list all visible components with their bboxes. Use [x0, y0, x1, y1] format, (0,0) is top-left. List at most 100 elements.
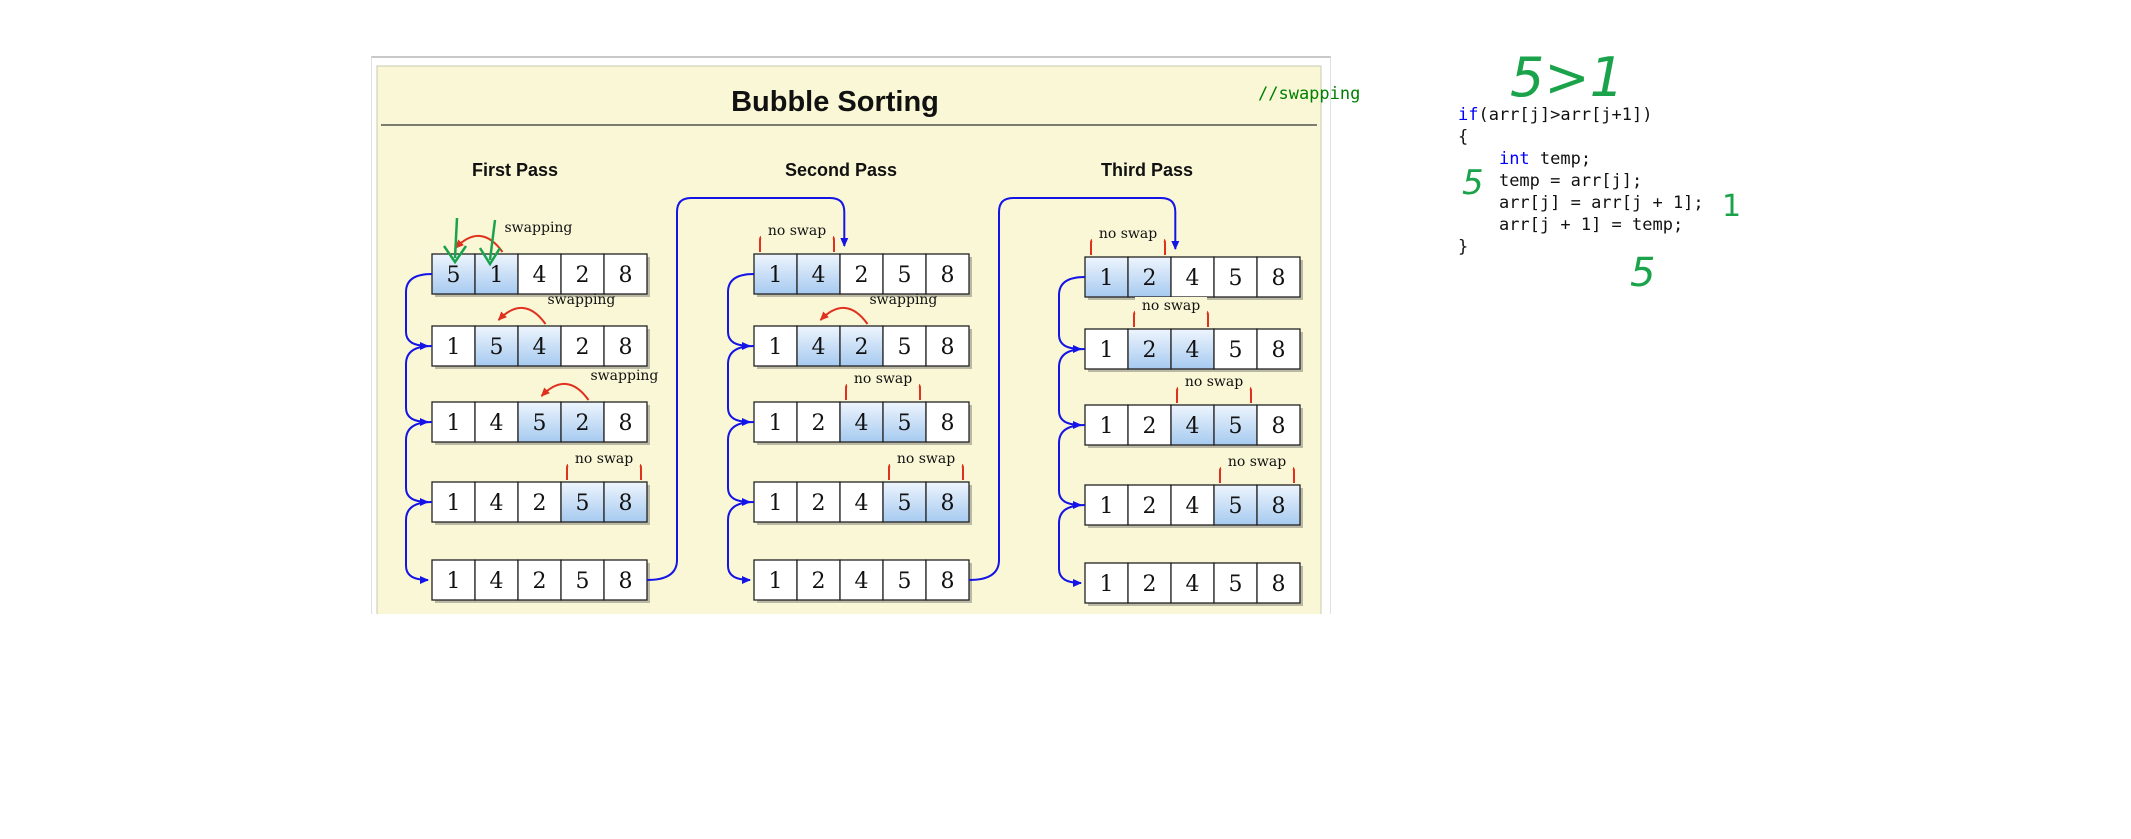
cell-value: 5 — [490, 335, 504, 360]
cell-value: 1 — [1100, 572, 1114, 597]
cell-value: 4 — [533, 263, 547, 288]
code-text: { — [1458, 127, 1468, 147]
cell-value: 1 — [447, 411, 461, 436]
cell-value: 8 — [619, 569, 633, 594]
pass-label: Third Pass — [1101, 160, 1193, 180]
cell-value: 1 — [447, 569, 461, 594]
cell-value: 2 — [576, 335, 590, 360]
cell-value: 4 — [855, 491, 869, 516]
cell-value: 4 — [812, 335, 826, 360]
code-line: { — [1458, 126, 1704, 148]
cell-value: 8 — [1272, 414, 1286, 439]
cell-value: 2 — [533, 491, 547, 516]
cell-value: 5 — [898, 263, 912, 288]
code-text: (arr[j]>arr[j+1]) — [1478, 105, 1652, 125]
no-swap-annotation: no swap — [854, 371, 912, 387]
swap-annotation: swapping — [591, 368, 659, 384]
cell-value: 1 — [769, 569, 783, 594]
cell-value: 4 — [533, 335, 547, 360]
cell-value: 8 — [941, 411, 955, 436]
cell-value: 5 — [1229, 338, 1243, 363]
cell-value: 2 — [576, 263, 590, 288]
cell-value: 1 — [769, 411, 783, 436]
code-text: arr[j] = arr[j + 1]; — [1499, 193, 1704, 213]
cell-value: 1 — [769, 263, 783, 288]
no-swap-annotation: no swap — [1099, 226, 1157, 242]
code-keyword: if — [1458, 105, 1478, 125]
code-line: } — [1458, 236, 1704, 258]
cell-value: 4 — [812, 263, 826, 288]
code-line: arr[j] = arr[j + 1]; — [1458, 192, 1704, 214]
cell-value: 5 — [898, 411, 912, 436]
bubble-sort-diagram: Bubble Sorting First Pass 5 1 4 2 8 swapping 1 5… — [371, 56, 1331, 614]
cell-value: 5 — [576, 569, 590, 594]
cell-value: 2 — [1143, 266, 1157, 291]
code-line: arr[j + 1] = temp; — [1458, 214, 1704, 236]
cell-value: 2 — [812, 569, 826, 594]
cell-value: 2 — [533, 569, 547, 594]
cell-value: 1 — [447, 335, 461, 360]
swap-annotation: swapping — [548, 292, 616, 308]
code-text: temp; — [1530, 149, 1591, 169]
cell-value: 4 — [490, 569, 504, 594]
cell-value: 5 — [533, 411, 547, 436]
handwritten-condition: 5>1 — [1510, 46, 1624, 109]
code-text: temp = arr[j]; — [1499, 171, 1642, 191]
cell-value: 1 — [1100, 338, 1114, 363]
no-swap-annotation: no swap — [1228, 454, 1286, 470]
cell-value: 4 — [1186, 266, 1200, 291]
code-block: if(arr[j]>arr[j+1]){ int temp; temp = ar… — [1458, 104, 1704, 258]
cell-value: 8 — [1272, 338, 1286, 363]
pass-label: First Pass — [472, 160, 558, 180]
code-keyword: int — [1499, 149, 1530, 169]
cell-value: 2 — [1143, 414, 1157, 439]
cell-value: 2 — [812, 411, 826, 436]
cell-value: 2 — [1143, 494, 1157, 519]
cell-value: 5 — [1229, 494, 1243, 519]
no-swap-annotation: no swap — [575, 451, 633, 467]
cell-value: 5 — [898, 569, 912, 594]
code-line: temp = arr[j]; — [1458, 170, 1704, 192]
pass-label: Second Pass — [785, 160, 897, 180]
cell-value: 1 — [1100, 266, 1114, 291]
cell-value: 8 — [941, 263, 955, 288]
cell-value: 5 — [1229, 414, 1243, 439]
cell-value: 2 — [855, 263, 869, 288]
swap-annotation: swapping — [870, 292, 938, 308]
cell-value: 5 — [898, 491, 912, 516]
cell-value: 2 — [812, 491, 826, 516]
cell-value: 4 — [855, 411, 869, 436]
cell-value: 5 — [1229, 266, 1243, 291]
cell-value: 4 — [490, 491, 504, 516]
cell-value: 5 — [1229, 572, 1243, 597]
cell-value: 8 — [619, 335, 633, 360]
cell-value: 1 — [769, 335, 783, 360]
cell-value: 8 — [1272, 266, 1286, 291]
cell-value: 4 — [490, 411, 504, 436]
cell-value: 5 — [447, 263, 461, 288]
cell-value: 1 — [1100, 494, 1114, 519]
cell-value: 5 — [576, 491, 590, 516]
cell-value: 1 — [447, 491, 461, 516]
cell-value: 1 — [1100, 414, 1114, 439]
cell-value: 8 — [619, 411, 633, 436]
cell-value: 2 — [576, 411, 590, 436]
no-swap-annotation: no swap — [897, 451, 955, 467]
cell-value: 8 — [619, 491, 633, 516]
cell-value: 8 — [941, 491, 955, 516]
swap-comment: //swapping — [1258, 84, 1360, 104]
code-line: int temp; — [1458, 148, 1704, 170]
cell-value: 8 — [941, 335, 955, 360]
cell-value: 5 — [898, 335, 912, 360]
swap-annotation: swapping — [505, 220, 573, 236]
code-text: arr[j + 1] = temp; — [1499, 215, 1683, 235]
cell-value: 2 — [1143, 338, 1157, 363]
code-line: if(arr[j]>arr[j+1]) — [1458, 104, 1704, 126]
no-swap-annotation: no swap — [768, 223, 826, 239]
cell-value: 8 — [619, 263, 633, 288]
cell-value: 4 — [1186, 494, 1200, 519]
handwritten-arrj-value: 1 — [1722, 189, 1741, 224]
cell-value: 1 — [490, 263, 504, 288]
cell-value: 8 — [1272, 494, 1286, 519]
cell-value: 2 — [1143, 572, 1157, 597]
